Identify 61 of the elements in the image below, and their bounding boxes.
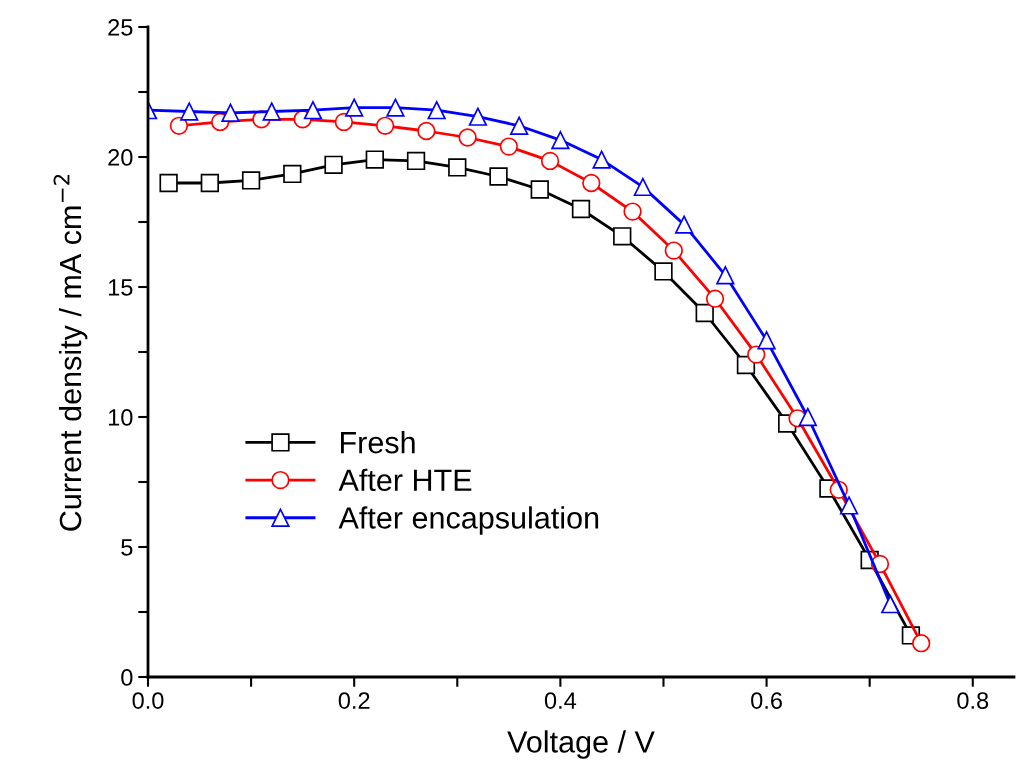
- point: [582, 173, 601, 193]
- x-tick-label: 0.0: [132, 692, 164, 709]
- point: [489, 167, 508, 186]
- y-tick-label: 0: [121, 669, 133, 686]
- y-tick-label: 10: [108, 409, 133, 426]
- point: [551, 130, 570, 150]
- point: [633, 177, 653, 197]
- point: [654, 262, 673, 281]
- x-axis-title: Voltage / V: [507, 730, 655, 759]
- point: [540, 151, 560, 171]
- point: [509, 116, 529, 135]
- y-tick-label: 5: [121, 539, 133, 556]
- point: [221, 103, 240, 122]
- point: [180, 102, 199, 121]
- point: [365, 150, 384, 169]
- point: [571, 199, 591, 219]
- point: [674, 215, 694, 234]
- point: [375, 116, 395, 135]
- point: [530, 180, 549, 199]
- point: [417, 121, 436, 141]
- point: [345, 98, 364, 117]
- point: [200, 173, 220, 193]
- point: [448, 158, 467, 177]
- legend-label: After encapsulation: [338, 506, 599, 535]
- point: [613, 227, 632, 246]
- legend-label: After HTE: [338, 468, 472, 492]
- point: [705, 289, 725, 308]
- point: [881, 595, 900, 614]
- point: [747, 345, 766, 364]
- point: [386, 98, 405, 117]
- point: [159, 173, 178, 193]
- y-axis-title: Current density / mA cm$^{−2}$: [53, 174, 88, 531]
- point: [427, 101, 446, 120]
- point: [169, 116, 189, 135]
- y-tick-label: 15: [108, 279, 133, 296]
- point: [406, 151, 426, 171]
- point: [283, 164, 302, 184]
- point: [664, 241, 683, 260]
- point: [334, 112, 354, 132]
- point: [623, 202, 642, 221]
- x-tick-label: 0.4: [544, 692, 577, 709]
- point: [303, 101, 323, 120]
- point: [468, 107, 488, 126]
- point: [458, 128, 477, 147]
- y-tick-label: 25: [108, 19, 133, 36]
- x-tick-label: 0.6: [751, 692, 782, 709]
- point: [499, 137, 519, 156]
- point: [757, 331, 776, 350]
- point: [695, 303, 714, 323]
- point: [262, 102, 281, 121]
- point: [798, 407, 817, 427]
- y-tick-label: 20: [108, 149, 133, 166]
- x-tick-label: 0.8: [957, 692, 989, 709]
- point: [592, 150, 611, 169]
- point: [324, 155, 343, 174]
- legend-label: Fresh: [341, 430, 415, 454]
- point: [716, 266, 735, 285]
- point: [839, 496, 859, 515]
- point: [241, 171, 261, 190]
- x-tick-label: 0.2: [338, 692, 370, 709]
- point: [912, 634, 931, 653]
